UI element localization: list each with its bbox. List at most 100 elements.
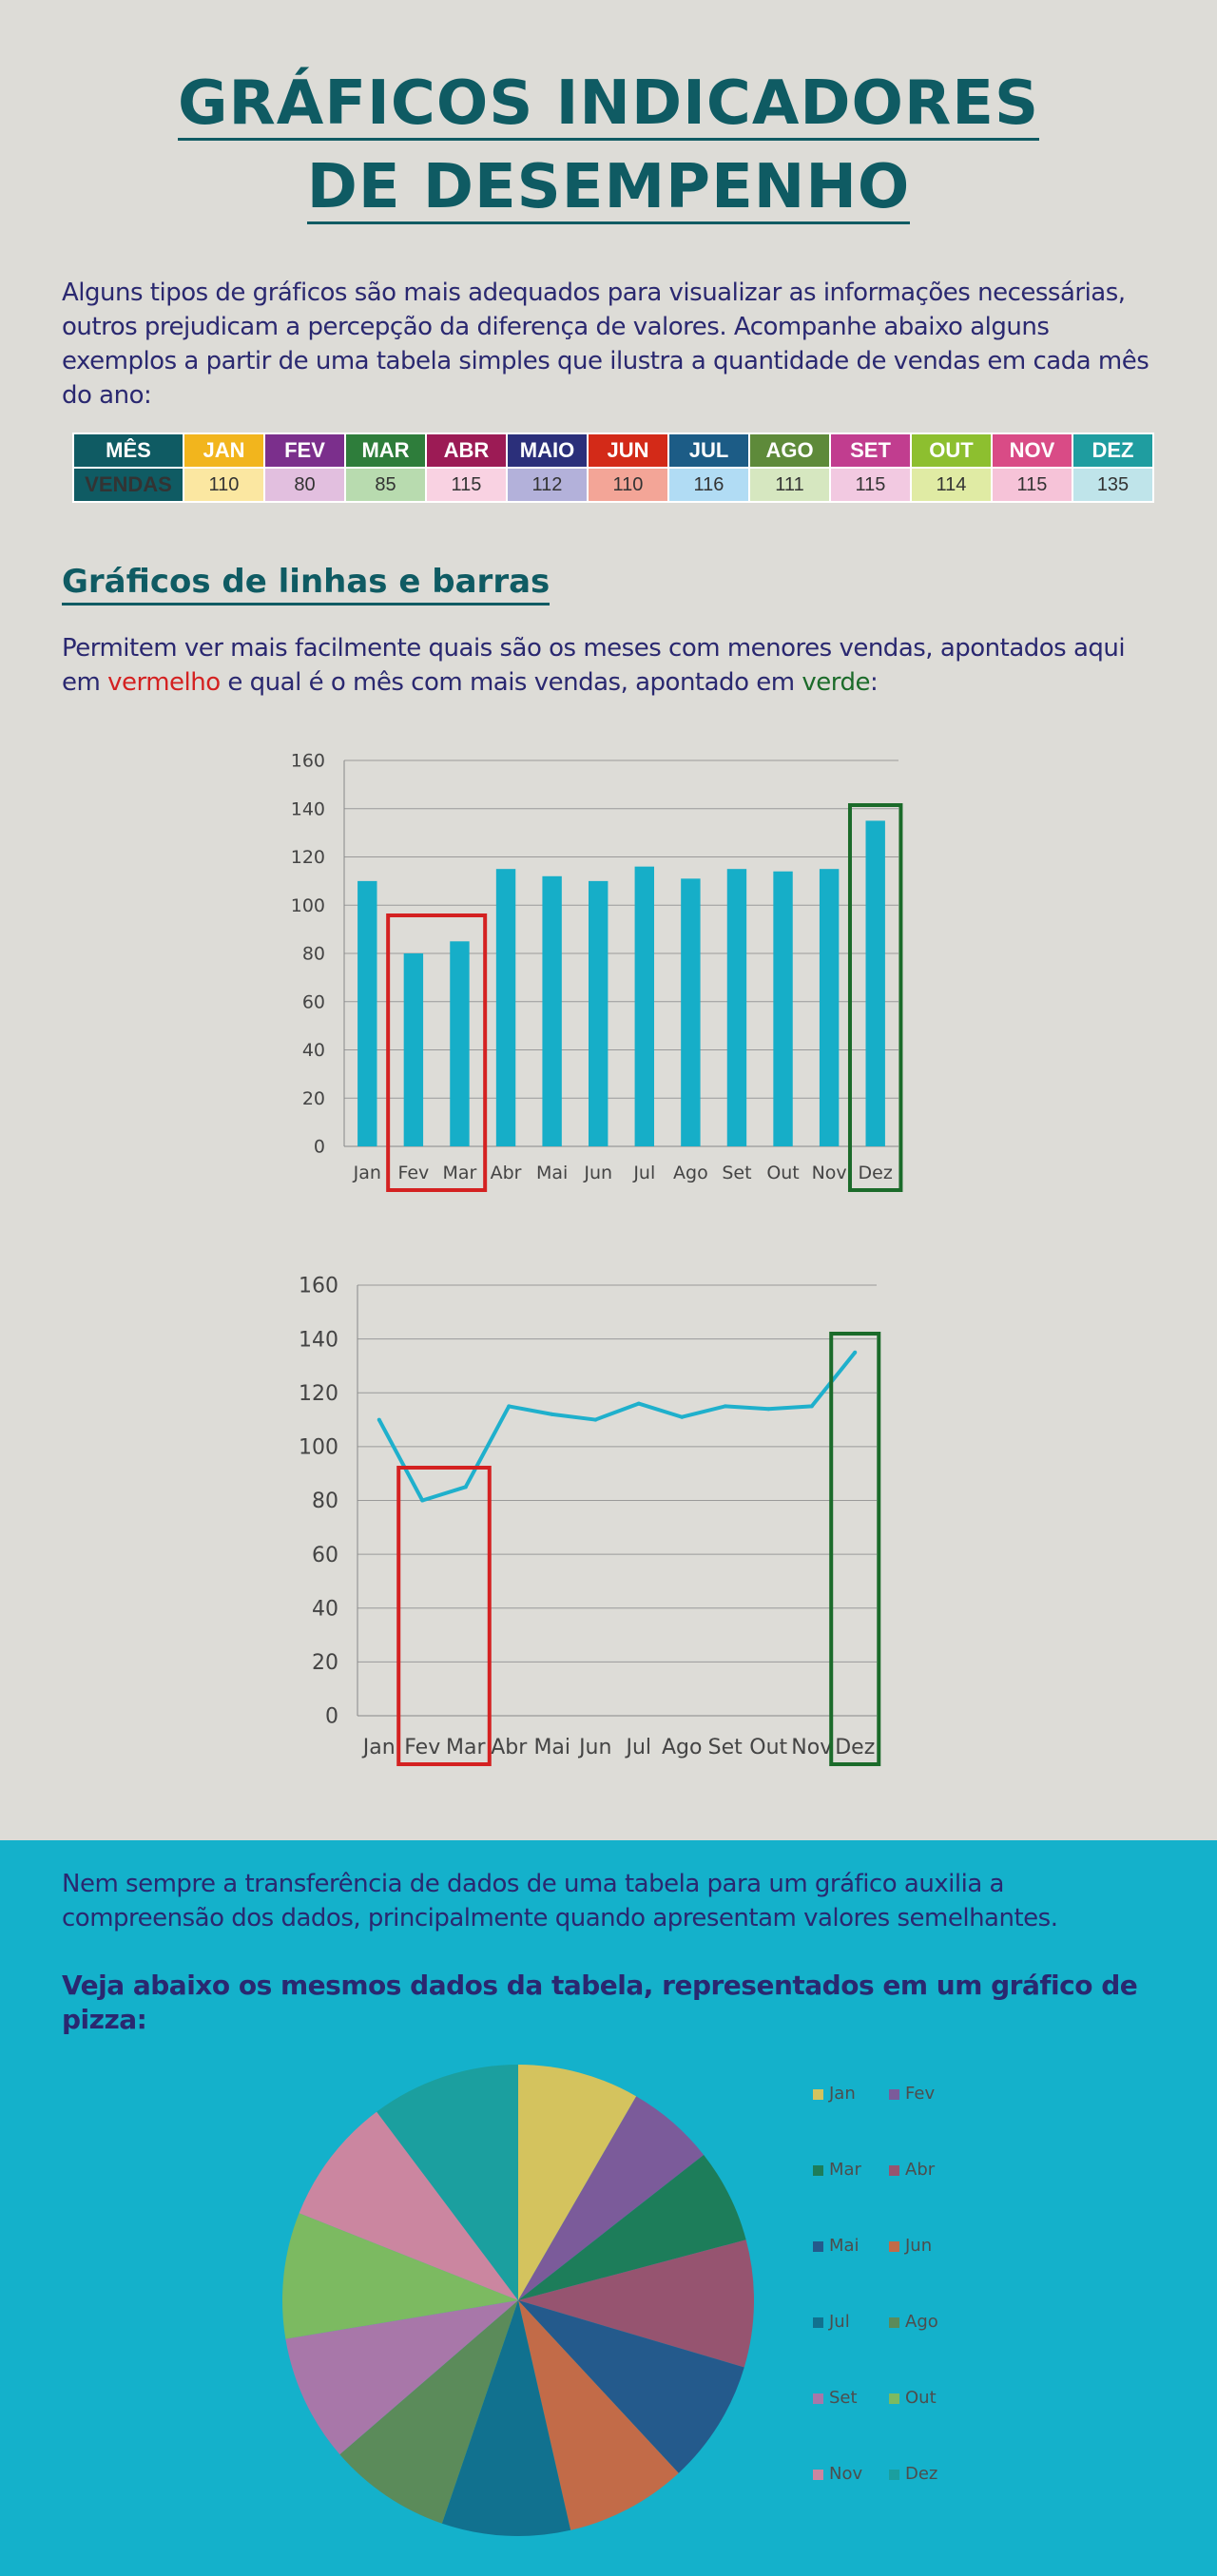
- legend-row: Jan Fev: [813, 2084, 965, 2160]
- para2-part3: :: [869, 668, 879, 697]
- bar-mai: [542, 875, 562, 1146]
- legend-item: Jun: [889, 2236, 965, 2312]
- table-cell-value: 116: [667, 467, 750, 503]
- line-point-set: [723, 1404, 727, 1409]
- table-cell-month: DEZ: [1072, 433, 1154, 469]
- y-tick-label: 40: [312, 1597, 338, 1621]
- y-tick-label: 160: [291, 751, 325, 772]
- legend-row: Nov Dez: [813, 2464, 965, 2540]
- table-cell-value: 111: [748, 467, 831, 503]
- pie-slice-mar: [518, 2154, 746, 2300]
- legend-row: Mar Abr: [813, 2160, 965, 2236]
- line-point-jan: [377, 1417, 381, 1422]
- y-tick-label: 20: [302, 1088, 325, 1109]
- x-tick-label: Abr: [491, 1736, 528, 1759]
- y-tick-label: 80: [312, 1490, 338, 1513]
- x-tick-label: Ago: [673, 1163, 708, 1183]
- bar-set: [726, 869, 747, 1146]
- table-cell-month: MAR: [344, 433, 427, 469]
- x-tick-label: Abr: [491, 1163, 522, 1183]
- x-tick-label: Fev: [404, 1736, 440, 1759]
- bar-chart: 0 20 40 60 80 100 120 140 160 Jan Fev Mar Abr Mai Jun J…: [291, 751, 903, 1192]
- bar-out: [773, 871, 793, 1146]
- x-tick-label: Jun: [583, 1163, 612, 1183]
- bar-abr: [495, 869, 516, 1146]
- legend-swatch: [813, 2393, 823, 2404]
- legend-label: Dez: [905, 2464, 938, 2484]
- bar-jun: [589, 880, 608, 1146]
- pie-slice-ago: [339, 2300, 518, 2524]
- section-title: Gráficos de linhas e barras: [62, 561, 551, 606]
- x-tick-label: Out: [749, 1736, 787, 1759]
- lines-bars-paragraph: Permitem ver mais facilmente quais são o…: [62, 631, 1165, 700]
- table-cell-value: 114: [910, 467, 993, 503]
- legend-swatch: [813, 2241, 823, 2252]
- x-tick-label: Fev: [397, 1163, 429, 1183]
- legend-label: Fev: [905, 2084, 936, 2104]
- x-tick-label: Jul: [624, 1736, 651, 1759]
- x-tick-label: Set: [708, 1736, 744, 1759]
- table-cell-value: 85: [344, 467, 427, 503]
- para2-green-word: verde: [802, 668, 870, 697]
- pie-slice-mai: [518, 2300, 744, 2473]
- legend-item: Dez: [889, 2464, 965, 2540]
- table-cell-month: SET: [829, 433, 912, 469]
- table-header-sales: VENDAS: [72, 467, 184, 503]
- line-point-mar: [463, 1485, 468, 1490]
- table-cell-month: MAIO: [506, 433, 589, 469]
- table-cell-value: 80: [263, 467, 346, 503]
- bar-ago: [681, 878, 701, 1146]
- bar-jan: [357, 880, 377, 1146]
- table-cell-value: 135: [1072, 467, 1154, 503]
- legend-label: Jul: [829, 2312, 850, 2332]
- sales-table: MÊS JAN FEV MAR ABR MAIO JUN JUL AGO SET OUT NOV DE…: [72, 433, 1154, 503]
- bar-fev: [403, 953, 424, 1146]
- table-cell-value: 110: [183, 467, 265, 503]
- legend-item: Ago: [889, 2312, 965, 2388]
- legend-swatch: [889, 2317, 899, 2328]
- x-tick-label: Dez: [835, 1736, 875, 1759]
- y-tick-label: 60: [312, 1544, 338, 1567]
- table-cell-month: ABR: [425, 433, 508, 469]
- pie-slice-jun: [518, 2300, 679, 2530]
- legend-swatch: [889, 2470, 899, 2480]
- x-tick-label: Mai: [533, 1736, 570, 1759]
- legend-label: Set: [829, 2388, 858, 2408]
- high-sales-highlight: [829, 1332, 881, 1766]
- title-line-2: DE DESEMPENHO: [306, 152, 911, 224]
- y-tick-label: 80: [302, 944, 325, 965]
- legend-item: Set: [813, 2388, 889, 2464]
- table-cell-value: 110: [587, 467, 669, 503]
- table-cell-month: FEV: [263, 433, 346, 469]
- legend-item: Mai: [813, 2236, 889, 2312]
- table-cell-value: 112: [506, 467, 589, 503]
- legend-swatch: [813, 2089, 823, 2100]
- para2-part2: e qual é o mês com mais vendas, apontado…: [220, 668, 802, 697]
- table-cell-month: OUT: [910, 433, 993, 469]
- pie-slice-set: [285, 2300, 518, 2455]
- legend-label: Nov: [829, 2464, 863, 2484]
- legend-item: Jul: [813, 2312, 889, 2388]
- legend-item: Mar: [813, 2160, 889, 2236]
- table-header-month: MÊS: [72, 433, 184, 469]
- pie-slice-dez: [377, 2065, 518, 2300]
- legend-label: Out: [905, 2388, 937, 2408]
- line-point-dez: [853, 1350, 858, 1355]
- legend-row: Set Out: [813, 2388, 965, 2464]
- y-tick-label: 120: [291, 847, 325, 868]
- x-tick-label: Jul: [632, 1163, 655, 1183]
- pie-slice-abr: [518, 2240, 754, 2368]
- x-tick-label: Mai: [536, 1163, 568, 1183]
- line-point-jun: [593, 1417, 598, 1422]
- x-tick-label: Nov: [812, 1163, 847, 1183]
- pie-chart: [282, 2065, 754, 2536]
- x-tick-label: Jan: [353, 1163, 381, 1183]
- legend-item: Abr: [889, 2160, 965, 2236]
- legend-item: Nov: [813, 2464, 889, 2540]
- y-tick-label: 120: [299, 1382, 338, 1406]
- para2-red-word: vermelho: [107, 668, 221, 697]
- pie-slice-jan: [518, 2065, 637, 2300]
- y-tick-label: 100: [299, 1436, 338, 1460]
- x-tick-label: Out: [766, 1163, 799, 1183]
- sales-line: [377, 1351, 857, 1503]
